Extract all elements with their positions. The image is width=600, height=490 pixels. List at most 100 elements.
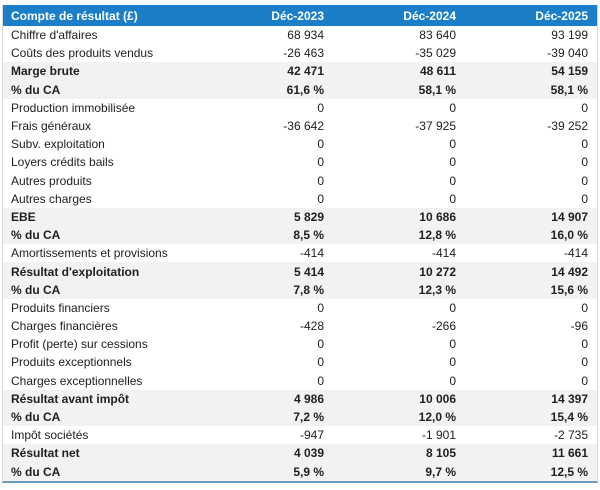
- row-value: -266: [431, 319, 456, 334]
- table-row: Loyers crédits bails 0 0 0: [3, 153, 597, 172]
- row-value: 4 986: [293, 391, 324, 406]
- row-value: -1 901: [421, 428, 456, 443]
- row-value: 7,2 %: [293, 410, 324, 425]
- row-label: Résultat avant impôt: [11, 391, 130, 406]
- column-header: Déc-2025: [535, 8, 588, 23]
- row-value: 93 199: [551, 28, 588, 43]
- row-label: Autres produits: [11, 173, 92, 188]
- row-value: -414: [563, 246, 588, 261]
- row-label: Autres charges: [11, 191, 92, 206]
- table-row: Produits financiers 0 0 0: [3, 298, 597, 317]
- row-value: 10 686: [419, 209, 456, 224]
- row-label: Produits exceptionnels: [11, 355, 132, 370]
- table-title: Compte de résultat (£): [11, 8, 138, 23]
- table-row: Charges exceptionnelles 0 0 0: [3, 371, 597, 390]
- table-row: Marge brute 42 471 48 611 54 159: [3, 62, 597, 81]
- row-value: 48 611: [419, 64, 456, 79]
- table-row: EBE 5 829 10 686 14 907: [3, 207, 597, 227]
- row-value: 68 934: [287, 28, 324, 43]
- row-value: 0: [449, 373, 456, 388]
- row-label: % du CA: [11, 464, 61, 479]
- row-label: Subv. exploitation: [11, 137, 105, 152]
- table-row: Production immobilisée 0 0 0: [3, 98, 597, 117]
- row-value: -37 925: [415, 119, 456, 134]
- row-value: -35 029: [415, 46, 456, 61]
- row-value: 8,5 %: [293, 228, 324, 243]
- row-value: 14 397: [551, 391, 588, 406]
- row-value: 12,3 %: [418, 282, 456, 297]
- row-value: 4 039: [293, 446, 324, 461]
- row-value: 12,0 %: [418, 410, 456, 425]
- row-value: 0: [581, 355, 588, 370]
- row-label: Impôt sociétés: [11, 428, 89, 443]
- table-row: Coûts des produits vendus -26 463 -35 029 -…: [3, 44, 597, 63]
- row-label: % du CA: [11, 410, 61, 425]
- row-value: 0: [317, 373, 324, 388]
- row-value: 0: [317, 300, 324, 315]
- row-label: Produits financiers: [11, 300, 110, 315]
- row-value: 15,4 %: [550, 410, 588, 425]
- row-value: 0: [449, 191, 456, 206]
- row-value: 83 640: [419, 28, 456, 43]
- row-label: % du CA: [11, 228, 61, 243]
- table-row: Impôt sociétés -947 -1 901 -2 735: [3, 426, 597, 445]
- row-value: 11 661: [551, 446, 588, 461]
- row-value: 10 272: [419, 264, 456, 279]
- column-header: Déc-2023: [271, 8, 324, 23]
- row-value: 58,1 %: [418, 82, 456, 97]
- row-value: 0: [317, 191, 324, 206]
- table-row: % du CA 8,5 % 12,8 % 16,0 %: [3, 226, 597, 245]
- row-value: 42 471: [287, 64, 324, 79]
- table-row: Résultat net 4 039 8 105 11 661: [3, 444, 597, 463]
- row-value: -414: [431, 246, 456, 261]
- row-value: 9,7 %: [425, 464, 456, 479]
- row-value: 0: [581, 300, 588, 315]
- row-value: 0: [449, 155, 456, 170]
- row-value: 15,6 %: [550, 282, 588, 297]
- row-value: 0: [449, 100, 456, 115]
- row-value: 0: [581, 173, 588, 188]
- row-label: Chiffre d'affaires: [11, 28, 98, 43]
- row-value: -2 735: [553, 428, 588, 443]
- row-value: -414: [299, 246, 324, 261]
- row-value: 0: [449, 137, 456, 152]
- table-header-row: Compte de résultat (£) Déc-2023 Déc-2024 D…: [3, 5, 597, 26]
- row-value: -39 252: [547, 119, 588, 134]
- row-value: 0: [317, 337, 324, 352]
- table-row: Autres produits 0 0 0: [3, 171, 597, 190]
- row-value: 12,8 %: [418, 228, 456, 243]
- row-value: 54 159: [551, 64, 588, 79]
- row-label: Coûts des produits vendus: [11, 46, 154, 61]
- row-value: 0: [317, 355, 324, 370]
- row-value: 0: [317, 155, 324, 170]
- row-label: EBE: [11, 209, 36, 224]
- row-value: 0: [317, 100, 324, 115]
- table-row: Résultat avant impôt 4 986 10 006 14 397: [3, 389, 597, 408]
- column-header: Déc-2024: [403, 8, 456, 23]
- table-row: % du CA 7,2 % 12,0 % 15,4 %: [3, 407, 597, 427]
- row-value: 0: [581, 337, 588, 352]
- row-label: % du CA: [11, 282, 61, 297]
- table-row: % du CA 5,9 % 9,7 % 12,5 %: [3, 462, 597, 481]
- row-value: -26 463: [283, 46, 324, 61]
- table-row: Produits exceptionnels 0 0 0: [3, 353, 597, 372]
- table-body: Chiffre d'affaires 68 934 83 640 93 199 Coût…: [3, 26, 597, 481]
- row-value: 0: [449, 173, 456, 188]
- row-value: 12,5 %: [550, 464, 588, 479]
- row-value: 0: [581, 373, 588, 388]
- row-label: % du CA: [11, 82, 61, 97]
- row-value: 0: [581, 137, 588, 152]
- row-value: 7,8 %: [293, 282, 324, 297]
- row-value: 8 105: [425, 446, 456, 461]
- row-label: Charges financières: [11, 319, 118, 334]
- row-value: 0: [449, 337, 456, 352]
- income-statement-table: Compte de résultat (£) Déc-2023 Déc-2024 D…: [2, 5, 598, 483]
- row-value: 0: [317, 137, 324, 152]
- row-label: Profit (perte) sur cessions: [11, 337, 148, 352]
- row-value: 0: [581, 100, 588, 115]
- row-value: 0: [449, 355, 456, 370]
- table-row: Profit (perte) sur cessions 0 0 0: [3, 335, 597, 354]
- row-label: Marge brute: [11, 64, 80, 79]
- row-value: 0: [581, 155, 588, 170]
- row-value: 16,0 %: [550, 228, 588, 243]
